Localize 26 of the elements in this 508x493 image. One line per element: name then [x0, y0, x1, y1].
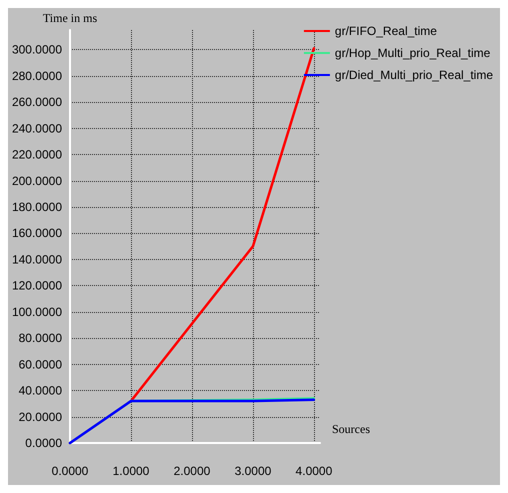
y-tick-label: 40.0000 [18, 384, 62, 398]
y-tick-label: 280.0000 [12, 68, 62, 83]
y-tick-label: 140.0000 [12, 252, 62, 266]
x-tick-label: 1.0000 [112, 464, 150, 478]
y-tick-label: 240.0000 [12, 121, 62, 136]
legend-label: gr/FIFO_Real_time [334, 24, 438, 38]
y-tick-label: 180.0000 [12, 200, 62, 214]
legend-label: gr/Died_Multi_prio_Real_time [334, 68, 494, 82]
y-tick-label: 60.0000 [18, 357, 62, 372]
y-axis-title: Time in ms [42, 11, 98, 25]
x-tick-label: 0.0000 [52, 464, 89, 478]
y-tick-label: 20.0000 [18, 410, 62, 424]
x-axis-title: Sources [332, 422, 370, 436]
y-tick-label: 80.0000 [18, 331, 62, 346]
x-tick-label: 2.0000 [174, 464, 211, 478]
y-tick-label: 220.0000 [12, 148, 62, 162]
y-tick-label: 300.0000 [12, 42, 62, 57]
x-tick-label: 3.0000 [234, 464, 272, 478]
y-tick-label: 0.0000 [25, 436, 62, 450]
legend-label: gr/Hop_Multi_prio_Real_time [334, 46, 491, 60]
y-tick-label: 120.0000 [12, 278, 62, 293]
y-tick-label: 260.0000 [12, 95, 62, 110]
y-tick-label: 200.0000 [12, 174, 62, 188]
y-tick-label: 160.0000 [12, 226, 62, 240]
y-tick-label: 100.0000 [12, 304, 62, 319]
x-tick-label: 4.0000 [296, 464, 333, 478]
